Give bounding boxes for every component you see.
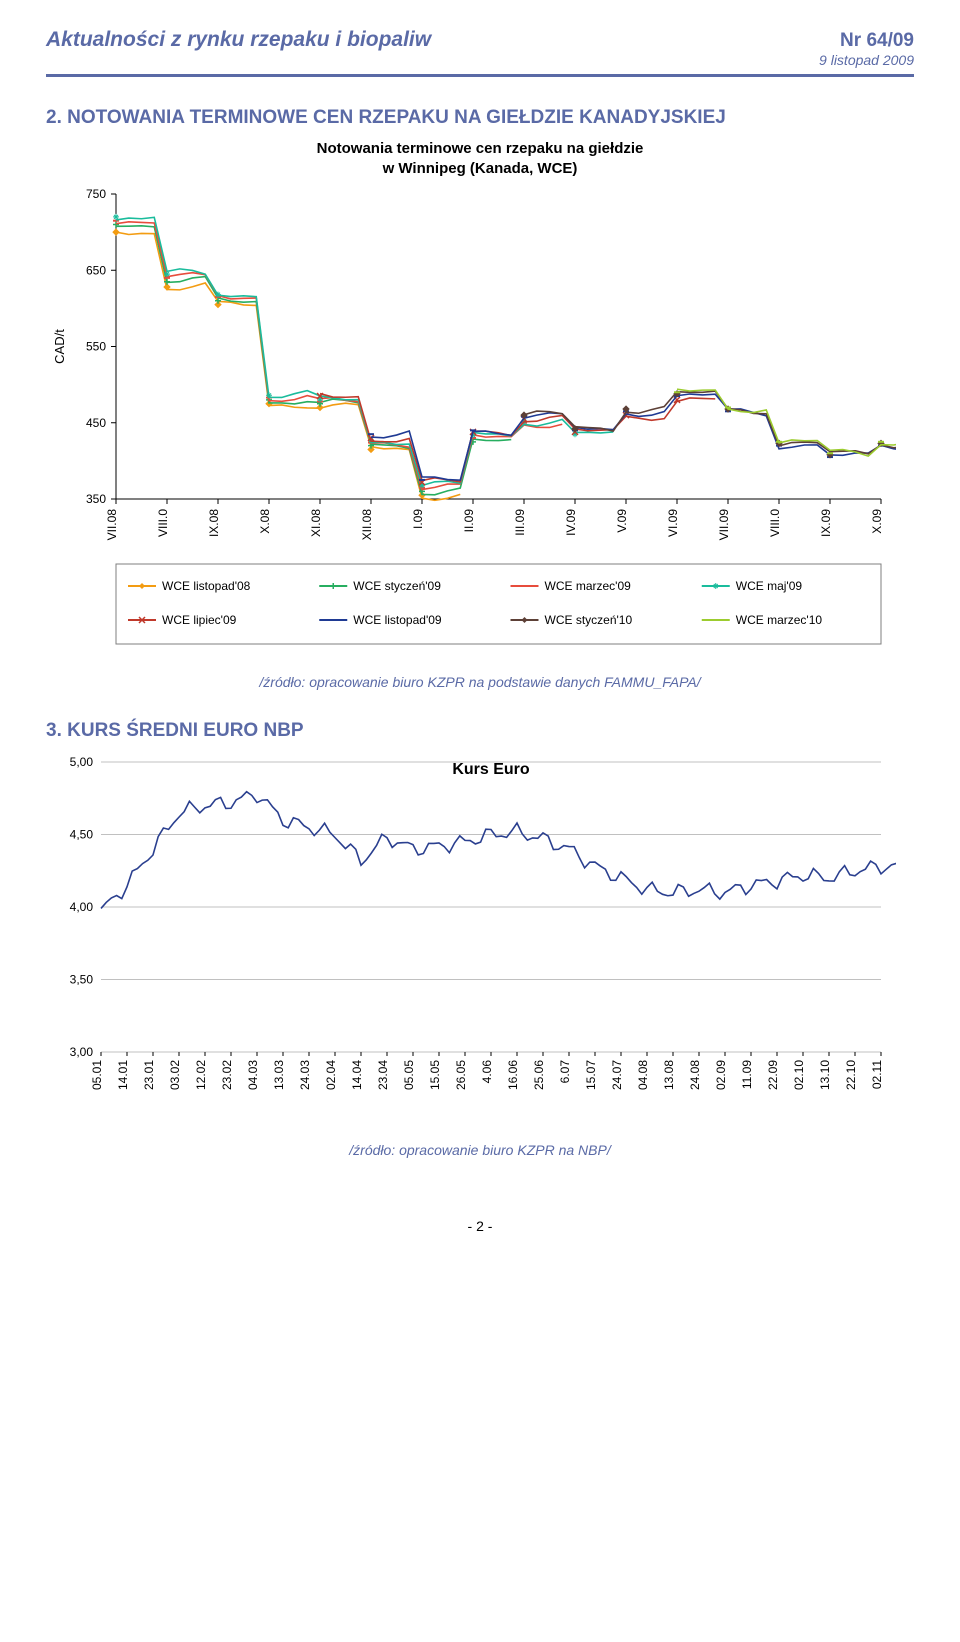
svg-text:XI.08: XI.08: [309, 509, 323, 537]
svg-text:23.04: 23.04: [376, 1060, 390, 1090]
svg-text:13.10: 13.10: [818, 1060, 832, 1090]
svg-text:05.05: 05.05: [402, 1060, 416, 1090]
svg-text:IX.08: IX.08: [207, 509, 221, 537]
section-3-heading: 3. KURS ŚREDNI EURO NBP: [46, 720, 914, 742]
svg-text:VIII.0: VIII.0: [156, 509, 170, 537]
svg-text:X.09: X.09: [870, 509, 884, 534]
svg-text:05.01: 05.01: [90, 1060, 104, 1090]
svg-text:WCE marzec'10: WCE marzec'10: [736, 613, 823, 627]
issue-date: 9 listopad 2009: [819, 52, 914, 68]
svg-text:4,00: 4,00: [70, 900, 94, 914]
svg-text:II.09: II.09: [462, 509, 476, 533]
issue-block: Nr 64/09 9 listopad 2009: [819, 30, 914, 68]
svg-text:02.09: 02.09: [714, 1060, 728, 1090]
svg-text:3,50: 3,50: [70, 973, 94, 987]
svg-text:WCE listopad'08: WCE listopad'08: [162, 579, 251, 593]
svg-text:750: 750: [86, 187, 106, 201]
svg-text:22.09: 22.09: [766, 1060, 780, 1090]
wce-chart: 350 450 550 650 750 VII.08 VIII.0 IX.08 X.08 XI.0…: [46, 184, 896, 654]
svg-text:VIII.0: VIII.0: [768, 509, 782, 537]
svg-text:WCE lipiec'09: WCE lipiec'09: [162, 613, 237, 627]
svg-text:12.02: 12.02: [194, 1060, 208, 1090]
svg-text:04.03: 04.03: [246, 1060, 260, 1090]
svg-text:III.09: III.09: [513, 509, 527, 536]
svg-text:03.02: 03.02: [168, 1060, 182, 1090]
svg-text:24.07: 24.07: [610, 1060, 624, 1090]
svg-text:VII.09: VII.09: [717, 509, 731, 541]
svg-text:14.01: 14.01: [116, 1060, 130, 1090]
svg-text:WCE marzec'09: WCE marzec'09: [545, 579, 632, 593]
svg-text:22.10: 22.10: [844, 1060, 858, 1090]
svg-text:24.03: 24.03: [298, 1060, 312, 1090]
svg-text:02.04: 02.04: [324, 1060, 338, 1090]
svg-text:15.07: 15.07: [584, 1060, 598, 1090]
svg-text:24.08: 24.08: [688, 1060, 702, 1090]
wce-source-note: /źródło: opracowanie biuro KZPR na podst…: [46, 674, 914, 690]
svg-text:23.02: 23.02: [220, 1060, 234, 1090]
svg-text:15.05: 15.05: [428, 1060, 442, 1090]
svg-text:WCE maj'09: WCE maj'09: [736, 579, 803, 593]
page-header: Aktualności z rynku rzepaku i biopaliw N…: [46, 28, 914, 68]
svg-text:04.08: 04.08: [636, 1060, 650, 1090]
issue-number: Nr 64/09: [819, 30, 914, 52]
svg-text:550: 550: [86, 340, 106, 354]
kurs-source-note: /źródło: opracowanie biuro KZPR na NBP/: [46, 1142, 914, 1158]
header-rule: [46, 74, 914, 77]
svg-text:I.09: I.09: [411, 509, 425, 529]
svg-text:350: 350: [86, 492, 106, 506]
svg-text:3,00: 3,00: [70, 1045, 94, 1059]
svg-text:IV.09: IV.09: [564, 509, 578, 536]
svg-text:WCE listopad'09: WCE listopad'09: [353, 613, 442, 627]
svg-text:450: 450: [86, 416, 106, 430]
svg-text:650: 650: [86, 263, 106, 277]
svg-text:VI.09: VI.09: [666, 509, 680, 537]
svg-text:23.01: 23.01: [142, 1060, 156, 1090]
svg-text:WCE styczeń'10: WCE styczeń'10: [545, 613, 633, 627]
doc-title: Aktualności z rynku rzepaku i biopaliw: [46, 28, 431, 52]
svg-text:6.07: 6.07: [558, 1060, 572, 1084]
svg-text:26.05: 26.05: [454, 1060, 468, 1090]
kurs-chart-container: Kurs Euro 3,00 3,50 4,00 4,50 5,00 05.01 14.01 2…: [46, 752, 914, 1122]
svg-text:4,50: 4,50: [70, 828, 94, 842]
svg-text:5,00: 5,00: [70, 755, 94, 769]
svg-text:WCE styczeń'09: WCE styczeń'09: [353, 579, 441, 593]
svg-text:4.06: 4.06: [480, 1060, 494, 1084]
svg-text:Kurs Euro: Kurs Euro: [452, 761, 530, 778]
wce-chart-container: Notowania terminowe cen rzepaku na giełd…: [46, 139, 914, 654]
svg-text:11.09: 11.09: [740, 1060, 754, 1089]
svg-text:16.06: 16.06: [506, 1060, 520, 1090]
svg-text:CAD/t: CAD/t: [52, 329, 67, 364]
wce-chart-title: Notowania terminowe cen rzepaku na giełd…: [46, 139, 914, 178]
svg-text:X.08: X.08: [258, 509, 272, 534]
svg-text:VII.08: VII.08: [105, 509, 119, 541]
svg-text:25.06: 25.06: [532, 1060, 546, 1090]
svg-text:XII.08: XII.08: [360, 509, 374, 541]
svg-text:14.04: 14.04: [350, 1060, 364, 1090]
svg-text:13.08: 13.08: [662, 1060, 676, 1090]
page-number: - 2 -: [46, 1218, 914, 1234]
svg-text:13.03: 13.03: [272, 1060, 286, 1090]
svg-text:V.09: V.09: [615, 509, 629, 533]
svg-text:02.10: 02.10: [792, 1060, 806, 1090]
section-2-heading: 2. NOTOWANIA TERMINOWE CEN RZEPAKU NA GI…: [46, 107, 914, 129]
kurs-chart: Kurs Euro 3,00 3,50 4,00 4,50 5,00 05.01 14.01 2…: [46, 752, 896, 1122]
svg-text:02.11: 02.11: [870, 1060, 884, 1089]
svg-text:IX.09: IX.09: [819, 509, 833, 537]
